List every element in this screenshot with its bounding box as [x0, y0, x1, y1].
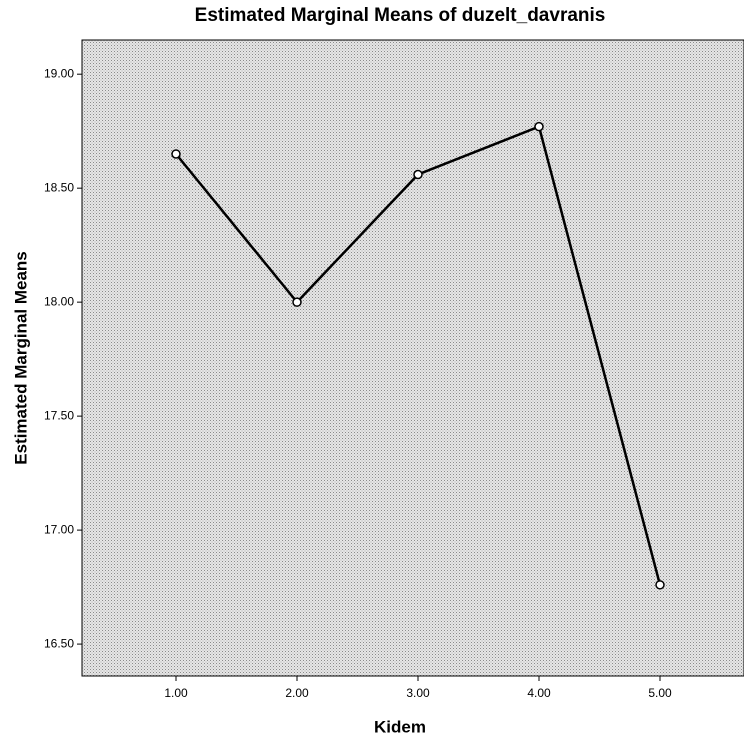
data-point: [171, 149, 181, 159]
y-tick-label: 17.50: [44, 408, 74, 422]
y-tick-label: 17.00: [44, 522, 74, 536]
chart-title: Estimated Marginal Means of duzelt_davra…: [195, 5, 606, 26]
data-point: [413, 169, 423, 180]
x-tick-label: 2.00: [285, 686, 309, 700]
x-tick-label: 5.00: [648, 686, 672, 700]
y-axis-label: Estimated Marginal Means: [11, 251, 30, 465]
x-tick-label: 1.00: [164, 686, 188, 700]
data-point: [655, 580, 665, 590]
x-tick-label: 3.00: [406, 686, 430, 700]
x-tick-label: 4.00: [527, 686, 551, 700]
data-point: [292, 297, 302, 307]
data-point: [534, 121, 544, 132]
y-tick-label: 19.00: [44, 66, 74, 80]
plot-area: [81, 39, 744, 677]
y-tick-label: 18.50: [44, 180, 74, 194]
y-tick-label: 18.00: [44, 294, 74, 308]
x-axis-label: Kidem: [374, 717, 426, 736]
y-tick-label: 16.50: [44, 636, 74, 650]
